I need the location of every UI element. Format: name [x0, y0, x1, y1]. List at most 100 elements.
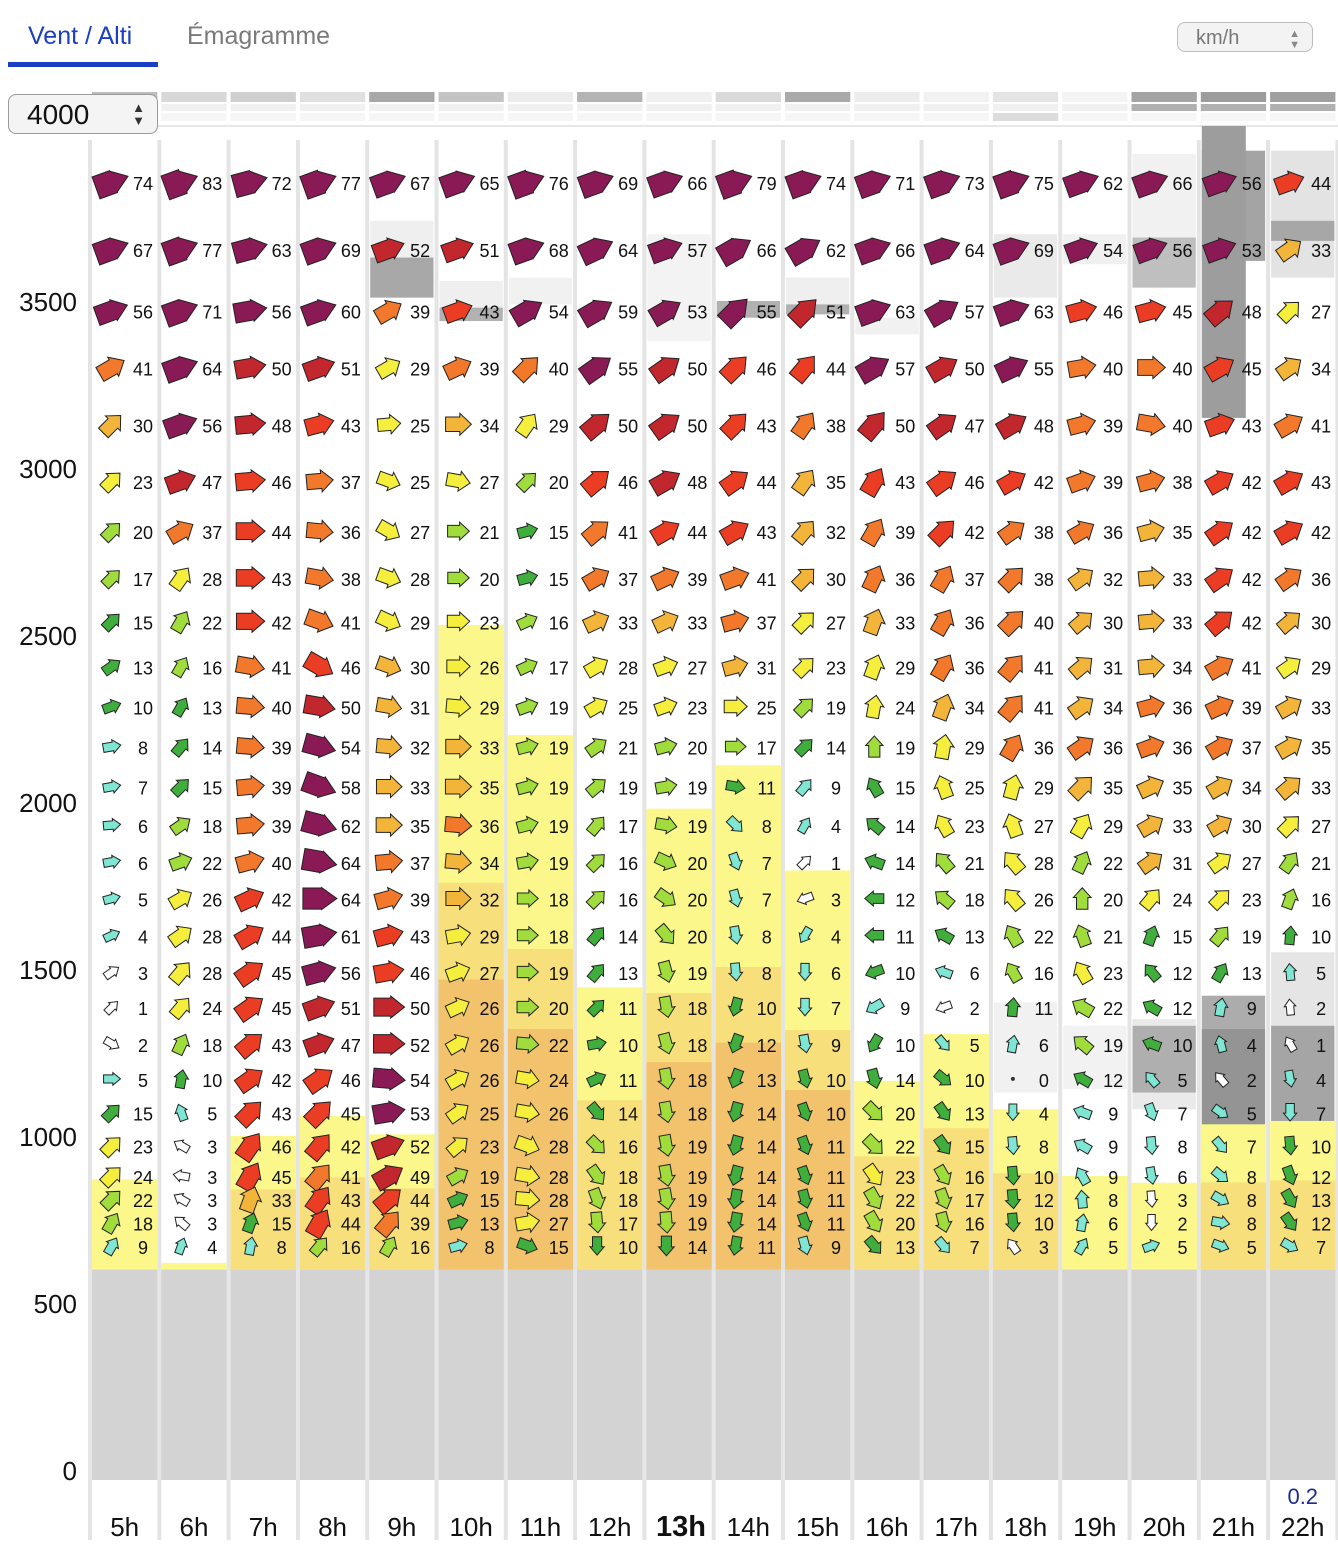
- wind-arrow: [576, 170, 614, 199]
- cloud-strip-low: [646, 113, 712, 121]
- wind-arrow: [653, 851, 677, 872]
- wind-speed-label: 77: [202, 241, 222, 261]
- wind-arrow: [1210, 1214, 1231, 1231]
- cloud-strip-mid: [438, 104, 504, 111]
- altitude-select-value: 4000: [27, 99, 90, 130]
- wind-speed-label: 37: [341, 473, 361, 493]
- wind-speed-label: 50: [272, 359, 292, 379]
- unit-select[interactable]: km/h ▲ ▼: [1177, 22, 1313, 52]
- wind-speed-label: 20: [895, 1104, 915, 1124]
- wind-arrow: [303, 1134, 330, 1163]
- wind-arrow: [727, 996, 744, 1017]
- wind-speed-label: 27: [687, 658, 707, 678]
- wind-arrow: [515, 777, 539, 796]
- y-axis-tick-label: 500: [34, 1289, 77, 1319]
- y-axis-tick-label: 2500: [19, 621, 77, 651]
- wind-arrow: [788, 355, 815, 385]
- tab-wind-altitude[interactable]: Vent / Alti: [28, 22, 133, 50]
- wind-speed-label: 18: [965, 891, 985, 911]
- wind-speed-label: 31: [1103, 658, 1123, 678]
- wind-speed-label: 44: [341, 1215, 361, 1235]
- wind-speed-label: 33: [895, 613, 915, 633]
- wind-speed-label: 15: [272, 1215, 292, 1235]
- wind-arrow: [923, 237, 961, 266]
- wind-speed-label: 39: [410, 303, 430, 323]
- wind-speed-label: 13: [895, 1238, 915, 1258]
- wind-arrow: [444, 961, 471, 983]
- wind-arrow: [657, 1067, 676, 1090]
- wind-speed-label: 10: [1311, 927, 1331, 947]
- wind-arrow: [1144, 1166, 1159, 1185]
- wind-speed-label: 24: [1172, 891, 1192, 911]
- wind-speed-label: 17: [757, 739, 777, 759]
- wind-speed-label: 16: [341, 1238, 361, 1258]
- hour-label: 7h: [249, 1512, 278, 1542]
- wind-speed-label: 33: [1172, 817, 1192, 837]
- wind-speed-label: 48: [272, 416, 292, 436]
- wind-speed-label: 39: [1103, 416, 1123, 436]
- wind-arrow: [230, 237, 268, 264]
- wind-speed-label: 14: [757, 1138, 777, 1158]
- wind-speed-label: 76: [549, 174, 569, 194]
- wind-arrow: [1004, 1165, 1022, 1186]
- wind-arrow: [1284, 1036, 1298, 1054]
- wind-arrow: [792, 698, 814, 719]
- wind-speed-label: 23: [479, 613, 499, 633]
- wind-speed-label: 28: [549, 1138, 569, 1158]
- wind-speed-label: 19: [549, 817, 569, 837]
- wind-arrow: [515, 815, 539, 835]
- hour-label: 5h: [110, 1512, 139, 1542]
- wind-arrow: [444, 849, 473, 874]
- wind-arrow: [585, 890, 605, 911]
- wind-speed-label: 19: [1103, 1036, 1123, 1056]
- wind-arrow: [578, 413, 610, 442]
- column-separator: [850, 140, 855, 1540]
- wind-arrow: [372, 1189, 401, 1216]
- wind-arrow: [234, 849, 265, 874]
- wind-speed-label: 30: [1242, 817, 1262, 837]
- altitude-select[interactable]: 4000 ▲ ▼: [8, 94, 158, 134]
- wind-arrow: [1010, 1076, 1015, 1081]
- wind-arrow: [719, 566, 750, 591]
- wind-arrow: [786, 299, 817, 329]
- tab-emagram[interactable]: Émagramme: [187, 22, 331, 50]
- cloud-strip-high: [230, 92, 296, 102]
- wind-speed-label: 31: [410, 698, 430, 718]
- wind-speed-label: 36: [1034, 739, 1054, 759]
- wind-speed-label: 7: [138, 779, 148, 799]
- wind-speed-label: 30: [133, 416, 153, 436]
- wind-arrow: [1142, 925, 1161, 948]
- wind-speed-label: 10: [1034, 1168, 1054, 1188]
- wind-speed-label: 3: [1177, 1191, 1187, 1211]
- wind-arrow: [102, 966, 120, 981]
- wind-speed-label: 14: [202, 739, 222, 759]
- wind-speed-label: 8: [1247, 1168, 1257, 1188]
- wind-arrow: [516, 522, 539, 540]
- wind-speed-label: 2: [138, 1036, 148, 1056]
- wind-speed-label: 19: [826, 698, 846, 718]
- wind-arrow: [1135, 775, 1164, 800]
- wind-speed-label: 19: [549, 779, 569, 799]
- wind-arrow: [173, 1139, 191, 1154]
- wind-arrow: [654, 922, 675, 945]
- wind-speed-label: 10: [895, 964, 915, 984]
- cloud-strip-high: [369, 92, 435, 102]
- wind-speed-label: 56: [272, 303, 292, 323]
- wind-arrow: [304, 1209, 331, 1240]
- wind-arrow: [444, 1069, 470, 1091]
- wind-speed-label: 40: [1103, 359, 1123, 379]
- wind-speed-label: 17: [549, 658, 569, 678]
- wind-arrow: [441, 299, 473, 324]
- wind-arrow: [863, 1234, 882, 1254]
- wind-speed-label: 16: [1311, 891, 1331, 911]
- wind-arrow: [860, 518, 886, 548]
- wind-arrow: [648, 470, 681, 497]
- wind-arrow: [170, 738, 189, 759]
- wind-speed-label: 38: [341, 570, 361, 590]
- wind-speed-label: 51: [341, 359, 361, 379]
- wind-arrow: [515, 852, 539, 872]
- wind-speed-label: 14: [826, 739, 846, 759]
- wind-arrow: [1006, 1238, 1022, 1256]
- wind-speed-label: 29: [410, 359, 430, 379]
- wind-speed-label: 50: [687, 359, 707, 379]
